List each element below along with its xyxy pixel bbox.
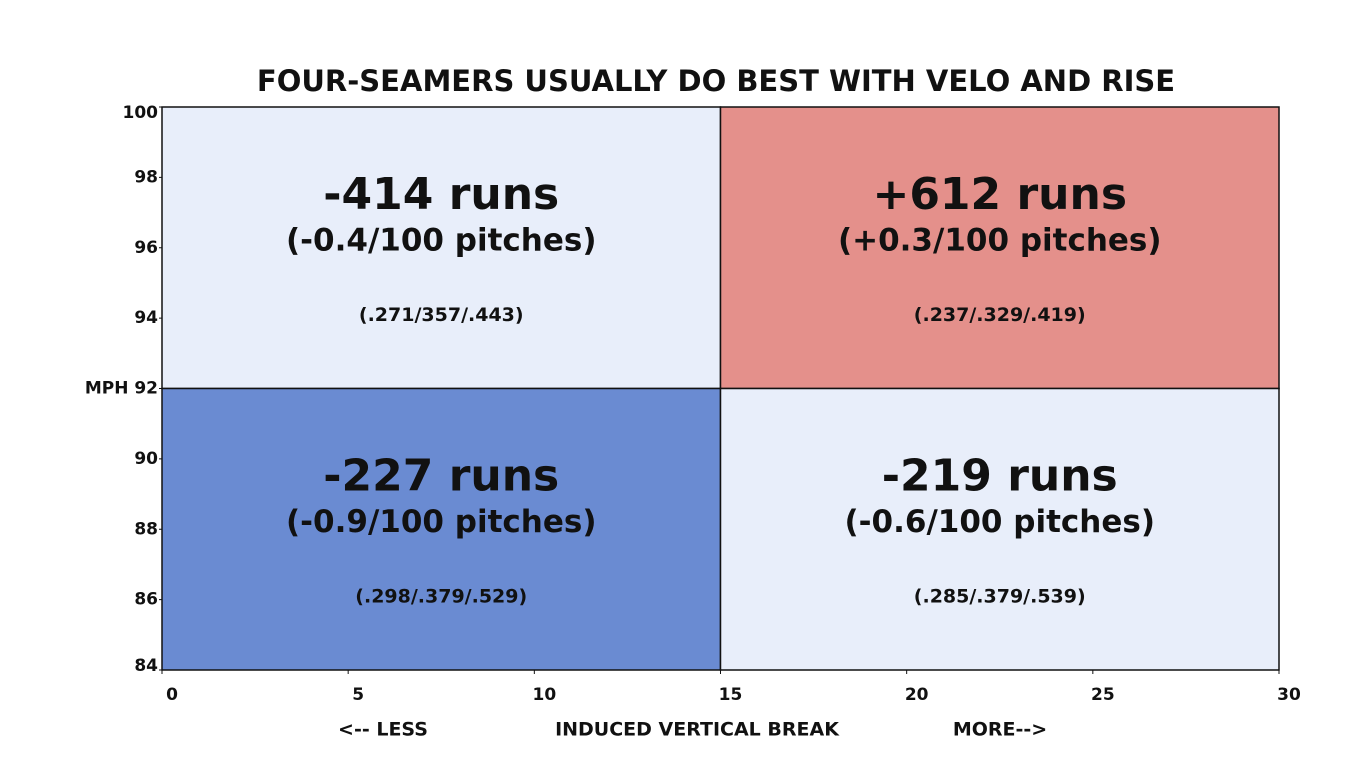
x-tick-label: 10	[532, 685, 556, 705]
quadrant-rate: (-0.6/100 pitches)	[845, 504, 1156, 540]
x-tick-label: 25	[1091, 685, 1115, 705]
quadrant-value: -227 runs	[323, 451, 559, 502]
quadrant-rate: (+0.3/100 pitches)	[838, 223, 1162, 259]
quadrant-rate: (-0.9/100 pitches)	[286, 504, 597, 540]
x-axis-title: INDUCED VERTICAL BREAK	[555, 719, 840, 741]
quadrant-value: -219 runs	[882, 451, 1118, 502]
x-axis-note-right: MORE-->	[953, 719, 1047, 741]
y-tick-label: 96	[134, 238, 158, 258]
quadrant	[719, 387, 1280, 671]
quadrant-slash-line: (.285/.379/.539)	[914, 585, 1086, 607]
x-tick-label: 30	[1277, 685, 1301, 705]
quadrant-value: +612 runs	[872, 169, 1127, 220]
x-tick-label: 5	[352, 685, 364, 705]
y-tick-label: 90	[134, 449, 158, 469]
quadrant	[719, 106, 1280, 390]
x-tick-label: 15	[719, 685, 743, 705]
quadrant-slash-line: (.271/357/.443)	[359, 304, 524, 326]
y-tick-label: 98	[134, 167, 158, 187]
x-axis-note-left: <-- LESS	[338, 719, 428, 741]
y-tick-label: 94	[134, 308, 158, 328]
y-tick-label: 88	[134, 519, 158, 539]
quadrant	[161, 106, 722, 390]
y-tick-label: 100	[123, 103, 159, 123]
quadrant-slash-line: (.298/.379/.529)	[355, 585, 527, 607]
quadrant	[161, 387, 722, 671]
y-tick-label: 84	[134, 656, 158, 676]
quadrant-value: -414 runs	[323, 169, 559, 220]
y-tick-label: 86	[134, 590, 158, 610]
y-tick-label: MPH 92	[85, 379, 158, 399]
chart-title: FOUR-SEAMERS USUALLY DO BEST WITH VELO A…	[257, 64, 1175, 98]
x-tick-label: 0	[166, 685, 178, 705]
quadrant-rate: (-0.4/100 pitches)	[286, 223, 597, 259]
x-tick-label: 20	[905, 685, 929, 705]
quadrant-slash-line: (.237/.329/.419)	[914, 304, 1086, 326]
